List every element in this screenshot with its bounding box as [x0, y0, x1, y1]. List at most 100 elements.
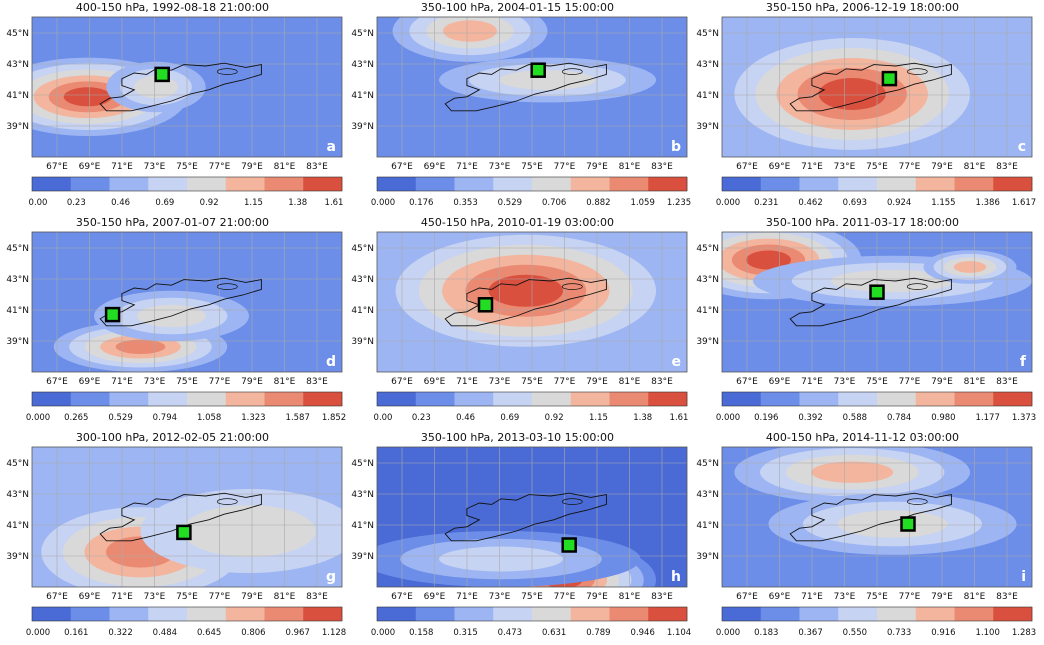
colorbar-segment — [377, 392, 417, 406]
longitude-label: 75°E — [521, 162, 543, 172]
longitude-label: 79°E — [931, 162, 953, 172]
longitude-label: 79°E — [241, 592, 263, 602]
longitude-label: 73°E — [834, 162, 856, 172]
plot-frame — [376, 446, 688, 588]
colorbar-segment — [109, 607, 149, 621]
latitude-label: 41°N — [351, 521, 374, 531]
colorbar-tick-label: 1.283 — [1011, 628, 1037, 638]
latitude-label: 43°N — [351, 490, 374, 500]
contour-field — [722, 447, 1032, 587]
colorbar-segment — [377, 607, 417, 621]
longitude-label: 67°E — [736, 592, 758, 602]
longitude-label: 69°E — [79, 162, 101, 172]
colorbar-tick-label: 0.980 — [931, 413, 956, 423]
longitude-label: 75°E — [176, 592, 198, 602]
colorbar-segment — [877, 607, 917, 621]
contour-field — [32, 447, 342, 587]
latitude-label: 43°N — [6, 275, 29, 285]
colorbar-segment — [493, 607, 533, 621]
colorbar-tick-label: 1.323 — [241, 413, 266, 423]
colorbar-segment — [225, 177, 265, 191]
map-svg: 45°N 43°N 41°N 39°N 67°E 69°E 71°E 73°E 75°E 77°E… — [351, 446, 688, 622]
colorbar-ticks: 0.000 0.231 0.462 0.693 0.924 1.155 1.386 1.617 — [690, 198, 1036, 210]
colorbar-tick-label: 1.373 — [1011, 413, 1037, 423]
colorbar-tick-label: 0.000 — [715, 413, 741, 423]
longitude-label: 75°E — [176, 162, 198, 172]
colorbar-segment — [187, 177, 227, 191]
longitude-label: 73°E — [144, 377, 166, 387]
colorbar-segment — [109, 177, 149, 191]
colorbar-segment — [148, 177, 188, 191]
longitude-label: 81°E — [274, 162, 296, 172]
longitude-label: 69°E — [79, 377, 101, 387]
contour-field — [32, 17, 342, 157]
panel-title: 400-150 hPa, 2014-11-12 03:00:00 — [765, 431, 960, 444]
longitude-label: 77°E — [554, 592, 576, 602]
colorbar-tick-label: 0.631 — [541, 628, 567, 638]
colorbar-segment — [70, 607, 110, 621]
colorbar-segment — [954, 607, 994, 621]
colorbar-tick-label: 1.587 — [285, 413, 310, 423]
longitude-label: 77°E — [554, 377, 576, 387]
longitude-label: 83°E — [996, 162, 1018, 172]
colorbar-segment — [609, 607, 649, 621]
station-marker — [154, 66, 170, 83]
latitude-label: 41°N — [696, 91, 719, 101]
panel-title: 350-150 hPa, 2006-12-19 18:00:00 — [765, 1, 960, 14]
latitude-label: 45°N — [6, 244, 29, 254]
latitude-label: 41°N — [696, 521, 719, 531]
colorbar-segment — [722, 607, 762, 621]
colorbar-segment — [303, 607, 343, 621]
panel-letter: b — [671, 139, 681, 155]
contour-level-7 — [63, 87, 112, 107]
colorbar-tick-label: 0.000 — [715, 628, 741, 638]
colorbar-segment — [915, 607, 955, 621]
longitude-label: 67°E — [391, 162, 413, 172]
colorbar-tick-label: 0.315 — [453, 628, 478, 638]
panel-title: 350-100 hPa. 2011-03-17 18:00:00 — [765, 216, 960, 229]
colorbar-tick-label: 0.367 — [798, 628, 823, 638]
colorbar-segment — [70, 392, 110, 406]
longitude-label: 75°E — [521, 592, 543, 602]
colorbar-segment — [32, 392, 72, 406]
latitude-label: 45°N — [696, 29, 719, 39]
longitude-label: 67°E — [46, 592, 68, 602]
latitude-label: 43°N — [696, 490, 719, 500]
colorbar-tick-label: 1.059 — [630, 198, 655, 208]
latitude-label: 41°N — [351, 306, 374, 316]
colorbar-tick-label: 1.61 — [669, 413, 689, 423]
colorbar-segment — [722, 392, 762, 406]
colorbar-segment — [799, 607, 839, 621]
lake-outline — [216, 283, 238, 290]
colorbar-tick-label: 0.946 — [630, 628, 655, 638]
latitude-label: 39°N — [351, 122, 374, 132]
colorbar-tick-label: 0.00 — [28, 198, 48, 208]
longitude-label: 83°E — [651, 377, 673, 387]
station-marker — [176, 524, 192, 541]
station-marker — [104, 306, 121, 323]
country-boundary — [99, 492, 262, 542]
colorbar-segment — [148, 607, 188, 621]
latitude-label: 45°N — [351, 459, 374, 469]
colorbar-segment — [760, 607, 800, 621]
colorbar-tick-label: 1.155 — [931, 198, 956, 208]
colorbar-tick-label: 1.128 — [321, 628, 347, 638]
latitude-label: 43°N — [696, 60, 719, 70]
colorbar-segment — [954, 177, 994, 191]
longitude-label: 71°E — [801, 377, 823, 387]
latitude-label: 43°N — [696, 275, 719, 285]
colorbar-tick-label: 1.177 — [975, 413, 1000, 423]
longitude-label: 83°E — [651, 162, 673, 172]
colorbar-tick-label: 0.462 — [798, 198, 823, 208]
longitude-label: 71°E — [456, 377, 478, 387]
longitude-label: 73°E — [834, 377, 856, 387]
longitude-label: 79°E — [241, 162, 263, 172]
colorbar-segment — [609, 177, 649, 191]
colorbar-tick-label: 1.38 — [288, 198, 308, 208]
colorbar-ticks: 0.00 0.23 0.46 0.69 0.92 1.15 1.38 1.61 — [0, 198, 345, 210]
latitude-label: 41°N — [6, 521, 29, 531]
colorbar-segment — [454, 607, 494, 621]
lake-outline — [216, 498, 238, 505]
longitude-label: 71°E — [111, 592, 133, 602]
colorbar-tick-label: 0.322 — [108, 628, 133, 638]
